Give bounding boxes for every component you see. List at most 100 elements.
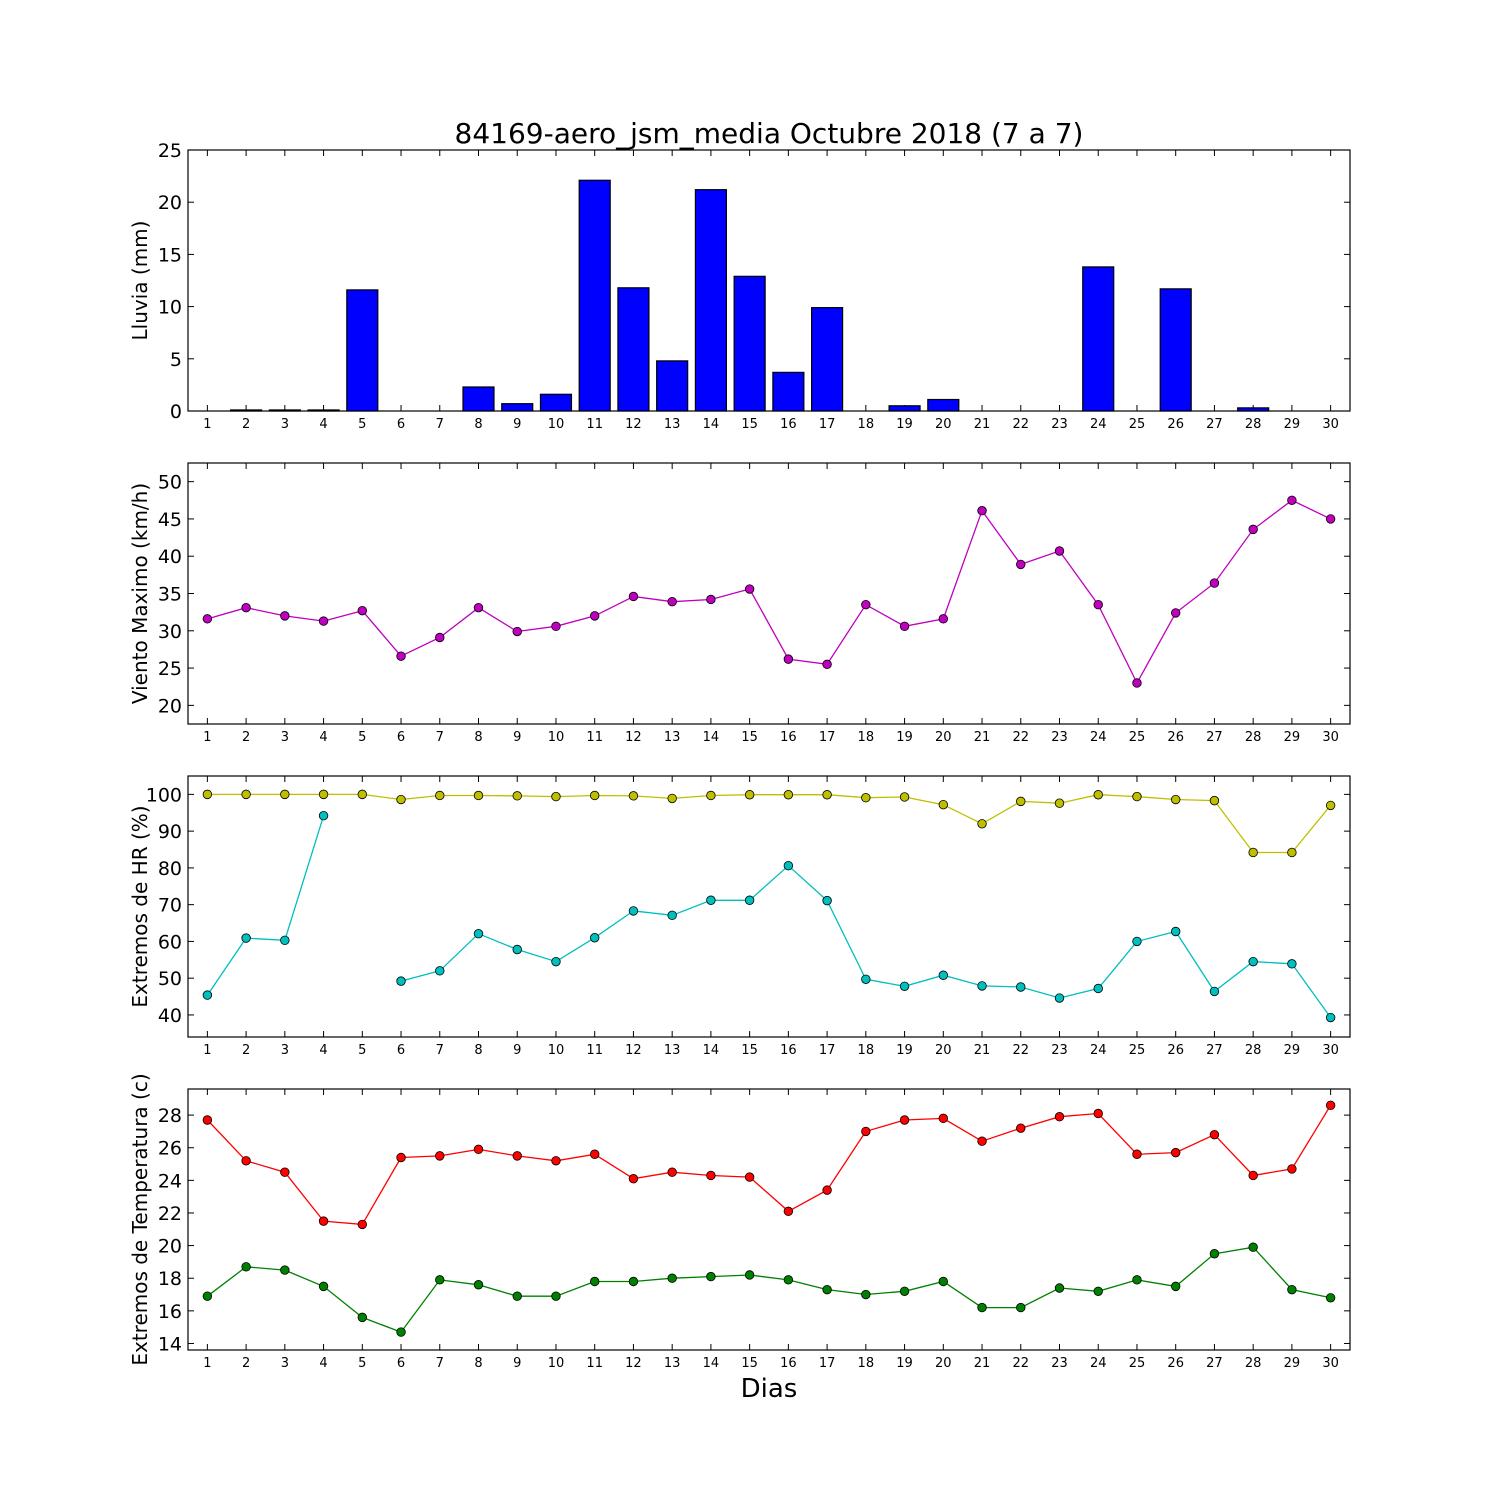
x-tick-label: 17 (819, 730, 836, 745)
x-tick-label: 20 (935, 417, 952, 432)
x-tick-label: 10 (548, 1356, 565, 1371)
x-tick-label: 18 (858, 1356, 875, 1371)
y-tick-label: 5 (170, 349, 182, 371)
x-tick-label: 8 (474, 1043, 482, 1058)
y-tick-label: 20 (158, 1236, 182, 1258)
data-point (551, 1291, 561, 1301)
x-tick-label: 27 (1206, 417, 1223, 432)
data-point (318, 789, 329, 800)
x-tick-label: 21 (974, 1043, 991, 1058)
x-tick-label: 29 (1284, 1356, 1301, 1371)
x-tick-label: 21 (974, 417, 991, 432)
x-tick-label: 13 (664, 417, 681, 432)
data-point (1170, 794, 1181, 805)
x-tick-label: 25 (1129, 730, 1146, 745)
x-tick-label: 6 (397, 1043, 405, 1058)
data-point (318, 616, 329, 626)
x-tick-label: 11 (586, 417, 603, 432)
data-point (280, 1167, 290, 1177)
data-point (473, 1144, 484, 1155)
rain-bar (268, 409, 301, 412)
y-tick-label: 26 (158, 1138, 182, 1160)
series-2 (202, 811, 1336, 1023)
rain-bar (694, 189, 727, 412)
data-point (1209, 1249, 1220, 1259)
data-point (744, 895, 755, 905)
y-axis-label: Extremos de Temperatura (c) (128, 1073, 152, 1365)
rain-bar (656, 360, 689, 412)
x-tick-label: 14 (703, 417, 720, 432)
y-tick-label: 25 (158, 658, 182, 680)
data-point (628, 591, 639, 602)
data-point (1132, 1275, 1142, 1285)
data-point (241, 789, 251, 800)
x-tick-label: 19 (896, 417, 913, 432)
x-tick-label: 22 (1012, 1043, 1029, 1058)
data-point (1016, 1123, 1026, 1133)
x-tick-label: 13 (664, 730, 681, 745)
data-point (744, 1270, 755, 1280)
x-tick-label: 22 (1012, 417, 1029, 432)
data-point (280, 1265, 290, 1275)
data-point (1054, 1283, 1065, 1293)
data-point (822, 1185, 832, 1195)
rain-bar (462, 386, 495, 412)
x-tick-label: 5 (358, 417, 366, 432)
x-tick-label: 3 (281, 1043, 289, 1058)
data-point (590, 611, 600, 621)
x-tick-label: 4 (319, 417, 327, 432)
data-point (1209, 578, 1220, 588)
data-point (1170, 926, 1181, 937)
data-point (357, 789, 368, 800)
data-point (977, 981, 987, 991)
data-point (1132, 1149, 1142, 1159)
x-tick-label: 3 (281, 730, 289, 745)
data-point (241, 933, 251, 943)
x-tick-label: 24 (1090, 417, 1107, 432)
data-point (473, 1280, 484, 1290)
rain-bar (1237, 407, 1270, 412)
data-point (706, 895, 716, 905)
y-tick-label: 22 (158, 1203, 182, 1225)
x-tick-label: 5 (358, 730, 366, 745)
data-point (280, 789, 290, 800)
data-point (899, 621, 910, 632)
data-point (1093, 599, 1103, 610)
x-tick-label: 2 (242, 1043, 250, 1058)
data-point (396, 976, 406, 986)
data-point (744, 584, 755, 594)
data-point (977, 1136, 987, 1146)
x-tick-label: 27 (1206, 730, 1223, 745)
x-tick-label: 7 (436, 1043, 444, 1058)
x-tick-label: 25 (1129, 1356, 1146, 1371)
data-point (822, 895, 832, 906)
x-tick-label: 9 (513, 1043, 521, 1058)
y-tick-label: 10 (158, 297, 182, 319)
x-tick-label: 1 (203, 417, 211, 432)
data-point (357, 605, 368, 616)
data-point (628, 906, 639, 916)
x-tick-label: 9 (513, 417, 521, 432)
data-point (1248, 956, 1258, 967)
data-point (280, 611, 290, 621)
data-point (551, 956, 561, 967)
data-point (977, 819, 987, 829)
x-tick-label: 29 (1284, 1043, 1301, 1058)
data-point (357, 1219, 368, 1230)
x-tick-label: 16 (780, 1043, 797, 1058)
data-point (861, 974, 871, 984)
data-point (628, 1174, 639, 1184)
data-point (1287, 847, 1297, 858)
data-point (1209, 986, 1220, 997)
x-tick-label: 18 (858, 417, 875, 432)
x-tick-label: 17 (819, 1356, 836, 1371)
plot-frame (187, 149, 1351, 412)
data-point (667, 597, 677, 607)
x-tick-label: 2 (242, 730, 250, 745)
data-point (628, 1276, 639, 1287)
rain-bar (1159, 288, 1192, 412)
data-point (551, 791, 561, 802)
